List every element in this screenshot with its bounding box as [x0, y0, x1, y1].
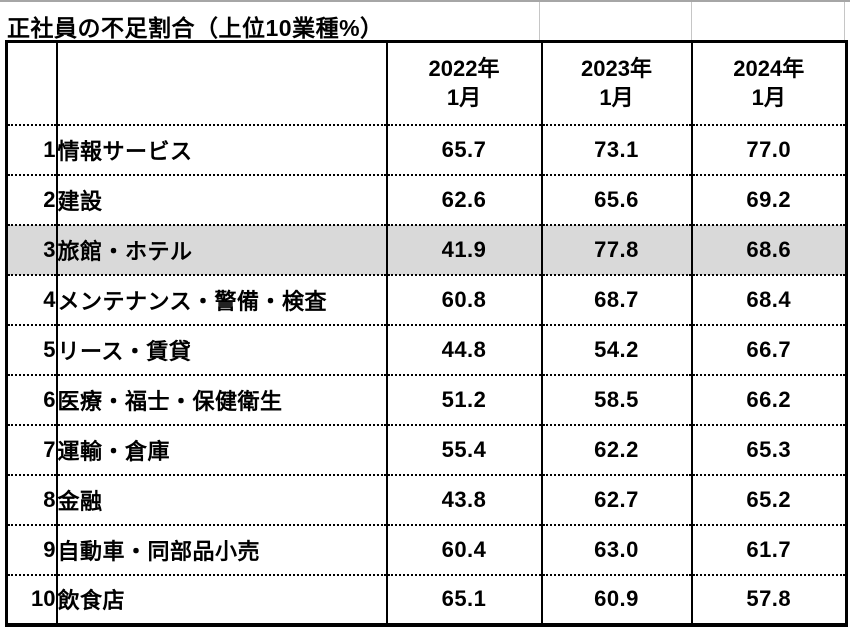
- industry-cell: 情報サービス: [55, 123, 388, 176]
- value-2024-cell: 65.2: [690, 473, 848, 526]
- value-2024-cell: 68.6: [690, 223, 848, 276]
- value-2024-cell: 66.2: [690, 373, 848, 426]
- value-2023-cell: 68.7: [540, 273, 693, 326]
- value-2024-cell: 61.7: [690, 523, 848, 576]
- value-2022-cell: 43.8: [385, 473, 543, 526]
- industry-cell: 飲食店: [55, 573, 388, 626]
- value-2023-cell: 77.8: [540, 223, 693, 276]
- value-2022-cell: 62.6: [385, 173, 543, 226]
- value-2023-cell: 54.2: [540, 323, 693, 376]
- month-label: 1月: [446, 85, 482, 111]
- industry-cell: 旅館・ホテル: [55, 223, 388, 276]
- year-label: 2022年: [428, 55, 500, 81]
- shortage-ratio-table: 2022年 1月 2023年 1月 2024年 1月 1 情報サービス 65.7…: [5, 40, 848, 627]
- year-label: 2024年: [733, 55, 805, 81]
- value-2022-cell: 51.2: [385, 373, 543, 426]
- month-label: 1月: [599, 85, 634, 111]
- table-row: 4 メンテナンス・警備・検査 60.8 68.7 68.4: [5, 273, 848, 326]
- value-2022-cell: 60.8: [385, 273, 543, 326]
- value-2024-cell: 66.7: [690, 323, 848, 376]
- header-industry-cell: [55, 41, 388, 126]
- table-row: 8 金融 43.8 62.7 65.2: [5, 473, 848, 526]
- gridline-vertical: [539, 2, 540, 42]
- rank-cell: 9: [5, 523, 58, 576]
- value-2022-cell: 65.1: [385, 573, 543, 626]
- value-2023-cell: 73.1: [540, 123, 693, 176]
- value-2022-cell: 44.8: [385, 323, 543, 376]
- title-bar: 正社員の不足割合（上位10業種%）: [0, 0, 850, 42]
- header-rank-cell: [5, 41, 58, 126]
- table-row: 2 建設 62.6 65.6 69.2: [5, 173, 848, 226]
- header-year-2022: 2022年 1月: [385, 41, 543, 126]
- value-2024-cell: 68.4: [690, 273, 848, 326]
- value-2023-cell: 65.6: [540, 173, 693, 226]
- value-2024-cell: 77.0: [690, 123, 848, 176]
- industry-cell: 自動車・同部品小売: [55, 523, 388, 576]
- rank-cell: 4: [5, 273, 58, 326]
- value-2024-cell: 65.3: [690, 423, 848, 476]
- table-row: 5 リース・賃貸 44.8 54.2 66.7: [5, 323, 848, 376]
- table-row: 10 飲食店 65.1 60.9 57.8: [5, 573, 848, 626]
- industry-cell: 運輸・倉庫: [55, 423, 388, 476]
- rank-cell: 1: [5, 123, 58, 176]
- rank-cell: 5: [5, 323, 58, 376]
- table-row: 6 医療・福士・保健衛生 51.2 58.5 66.2: [5, 373, 848, 426]
- industry-cell: リース・賃貸: [55, 323, 388, 376]
- value-2023-cell: 62.2: [540, 423, 693, 476]
- value-2023-cell: 60.9: [540, 573, 693, 626]
- value-2024-cell: 69.2: [690, 173, 848, 226]
- rank-cell: 3: [5, 223, 58, 276]
- table-row: 7 運輸・倉庫 55.4 62.2 65.3: [5, 423, 848, 476]
- gridline-vertical: [691, 2, 692, 42]
- industry-cell: 金融: [55, 473, 388, 526]
- header-year-2023: 2023年 1月: [540, 41, 693, 126]
- value-2024-cell: 57.8: [690, 573, 848, 626]
- page-title: 正社員の不足割合（上位10業種%）: [7, 15, 384, 41]
- value-2023-cell: 63.0: [540, 523, 693, 576]
- table-row: 9 自動車・同部品小売 60.4 63.0 61.7: [5, 523, 848, 576]
- value-2022-cell: 65.7: [385, 123, 543, 176]
- industry-cell: 建設: [55, 173, 388, 226]
- industry-cell: 医療・福士・保健衛生: [55, 373, 388, 426]
- gridline-vertical: [844, 2, 845, 42]
- table-row-highlighted: 3 旅館・ホテル 41.9 77.8 68.6: [5, 223, 848, 276]
- rank-cell: 7: [5, 423, 58, 476]
- table-header-row: 2022年 1月 2023年 1月 2024年 1月: [5, 41, 848, 126]
- rank-cell: 10: [5, 573, 58, 626]
- value-2022-cell: 60.4: [385, 523, 543, 576]
- value-2023-cell: 58.5: [540, 373, 693, 426]
- rank-cell: 6: [5, 373, 58, 426]
- rank-cell: 2: [5, 173, 58, 226]
- year-label: 2023年: [581, 55, 652, 81]
- table-row: 1 情報サービス 65.7 73.1 77.0: [5, 123, 848, 176]
- value-2023-cell: 62.7: [540, 473, 693, 526]
- header-year-2024: 2024年 1月: [690, 41, 848, 126]
- value-2022-cell: 55.4: [385, 423, 543, 476]
- rank-cell: 8: [5, 473, 58, 526]
- month-label: 1月: [751, 85, 786, 111]
- value-2022-cell: 41.9: [385, 223, 543, 276]
- industry-cell: メンテナンス・警備・検査: [55, 273, 388, 326]
